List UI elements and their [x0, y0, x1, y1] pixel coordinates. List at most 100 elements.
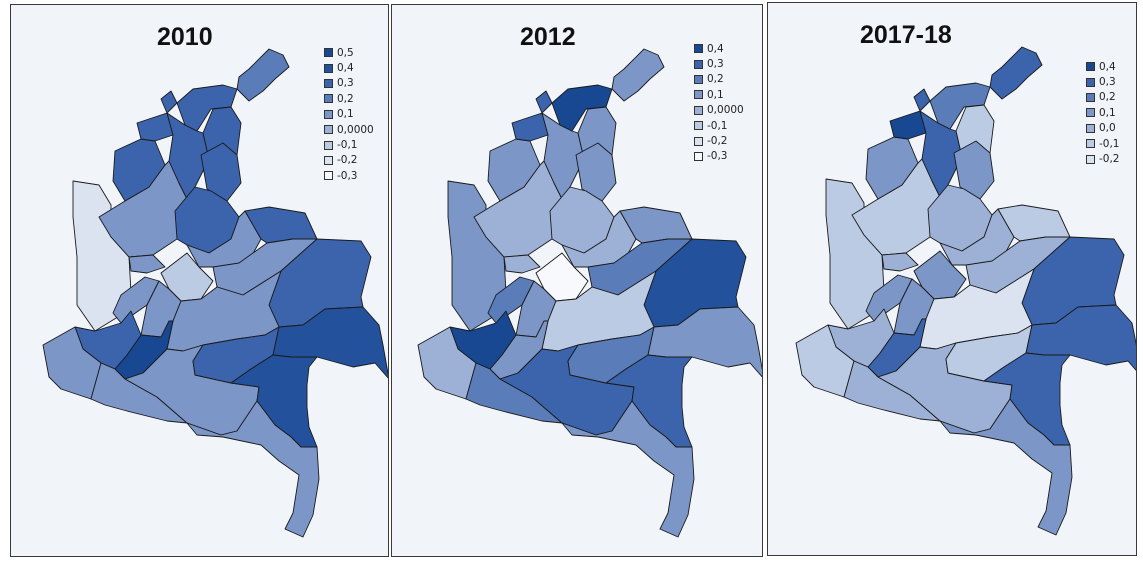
- legend-label: -0,3: [337, 169, 358, 182]
- department-sucre: [136, 112, 174, 142]
- legend-swatch: [1086, 92, 1095, 102]
- department-atlantico: [535, 90, 553, 114]
- legend-swatch: [1086, 62, 1095, 72]
- legend-item: 0,3: [694, 56, 744, 71]
- departments-layer: [42, 48, 388, 538]
- legend-item: 0,1: [324, 107, 374, 122]
- legend-swatch: [324, 155, 333, 165]
- legend-item: 0,2: [694, 72, 744, 87]
- legend-swatch: [694, 90, 703, 100]
- department-caldas: [503, 254, 541, 274]
- legend-item: -0,2: [694, 133, 744, 148]
- map-panel-2012: 2012 0,4 0,3 0,2 0,1 0,0000 -0,1 -0,2 -0,3: [391, 4, 763, 557]
- department-norte-santander: [575, 142, 617, 202]
- map-panel-2010: 2010 0,5 0,4 0,3 0,2 0,1 0,0000 -0,1 -0,2 -0,3: [10, 4, 389, 557]
- legend-label: -0,2: [337, 154, 358, 167]
- choropleth-map: [795, 46, 1136, 536]
- legend-label: 0,1: [337, 108, 354, 121]
- legend-item: 0,4: [694, 41, 744, 56]
- legend-label: -0,2: [707, 135, 728, 148]
- legend-swatch: [694, 121, 703, 131]
- legend-item: 0,3: [1086, 74, 1120, 89]
- department-amazonas: [561, 400, 695, 538]
- legend-item: 0,4: [324, 60, 374, 75]
- legend-item: 0,3: [324, 76, 374, 91]
- legend-label: 0,2: [707, 73, 724, 86]
- legend-label: 0,3: [337, 77, 354, 90]
- legend-item: -0,2: [1086, 151, 1120, 166]
- department-vaupes: [605, 354, 693, 448]
- department-guajira: [989, 46, 1043, 100]
- legend-item: 0,2: [1086, 90, 1120, 105]
- department-norte-santander: [200, 142, 242, 202]
- map-legend: 0,5 0,4 0,3 0,2 0,1 0,0000 -0,1 -0,2 -0,3: [324, 45, 374, 184]
- choropleth-map: [42, 48, 388, 538]
- legend-label: 0,0: [1099, 122, 1116, 135]
- legend-label: 0,1: [1099, 106, 1116, 119]
- panel-title: 2012: [520, 23, 576, 51]
- legend-item: -0,3: [694, 149, 744, 164]
- choropleth-map: [417, 48, 762, 538]
- legend-swatch: [694, 136, 703, 146]
- legend-item: 0,4: [1086, 59, 1120, 74]
- legend-swatch: [1086, 154, 1095, 164]
- legend-item: -0,1: [1086, 136, 1120, 151]
- legend-label: 0,3: [707, 58, 724, 71]
- legend-label: 0,2: [337, 92, 354, 105]
- department-vaupes: [230, 354, 318, 448]
- legend-label: 0,3: [1099, 76, 1116, 89]
- legend-item: -0,2: [324, 153, 374, 168]
- department-sucre: [511, 112, 549, 142]
- legend-swatch: [1086, 123, 1095, 133]
- legend-label: -0,2: [1099, 153, 1120, 166]
- department-amazonas: [186, 400, 320, 538]
- department-guajira: [611, 48, 665, 102]
- legend-item: -0,1: [324, 137, 374, 152]
- departments-layer: [417, 48, 762, 538]
- legend-swatch: [324, 48, 333, 58]
- legend-label: 0,4: [337, 62, 354, 75]
- legend-swatch: [324, 78, 333, 88]
- legend-item: 0,1: [694, 87, 744, 102]
- legend-label: 0,0000: [337, 123, 374, 136]
- map-panel-2017-18: 2017-18 0,4 0,3 0,2 0,1 0,0 -0,1 -0,2: [767, 2, 1137, 556]
- legend-swatch: [324, 63, 333, 73]
- legend-label: -0,1: [1099, 137, 1120, 150]
- legend-swatch: [694, 105, 703, 115]
- map-legend: 0,4 0,3 0,2 0,1 0,0000 -0,1 -0,2 -0,3: [694, 41, 744, 164]
- legend-label: 0,5: [337, 46, 354, 59]
- department-vaupes: [983, 352, 1071, 446]
- legend-swatch: [324, 94, 333, 104]
- legend-swatch: [324, 109, 333, 119]
- departments-layer: [795, 46, 1136, 536]
- map-legend: 0,4 0,3 0,2 0,1 0,0 -0,1 -0,2: [1086, 59, 1120, 167]
- department-atlantico: [160, 90, 178, 114]
- department-sucre: [889, 110, 927, 140]
- legend-item: -0,1: [694, 118, 744, 133]
- legend-label: 0,4: [1099, 60, 1116, 73]
- legend-swatch: [1086, 77, 1095, 87]
- legend-label: 0,2: [1099, 91, 1116, 104]
- panel-title: 2017-18: [860, 21, 952, 49]
- legend-swatch: [324, 140, 333, 150]
- legend-item: 0,5: [324, 45, 374, 60]
- legend-label: 0,1: [707, 88, 724, 101]
- legend-label: -0,1: [707, 119, 728, 132]
- legend-item: -0,3: [324, 168, 374, 183]
- department-caldas: [128, 254, 166, 274]
- legend-item: 0,1: [1086, 105, 1120, 120]
- legend-swatch: [694, 44, 703, 54]
- legend-label: 0,0000: [707, 104, 744, 117]
- legend-item: 0,2: [324, 91, 374, 106]
- legend-label: 0,4: [707, 42, 724, 55]
- legend-item: 0,0000: [694, 103, 744, 118]
- legend-swatch: [1086, 139, 1095, 149]
- legend-label: -0,3: [707, 150, 728, 163]
- legend-swatch: [1086, 108, 1095, 118]
- panel-title: 2010: [157, 23, 213, 51]
- department-amazonas: [939, 398, 1073, 536]
- legend-swatch: [694, 151, 703, 161]
- department-caldas: [881, 252, 919, 272]
- department-atlantico: [913, 88, 931, 112]
- legend-swatch: [694, 59, 703, 69]
